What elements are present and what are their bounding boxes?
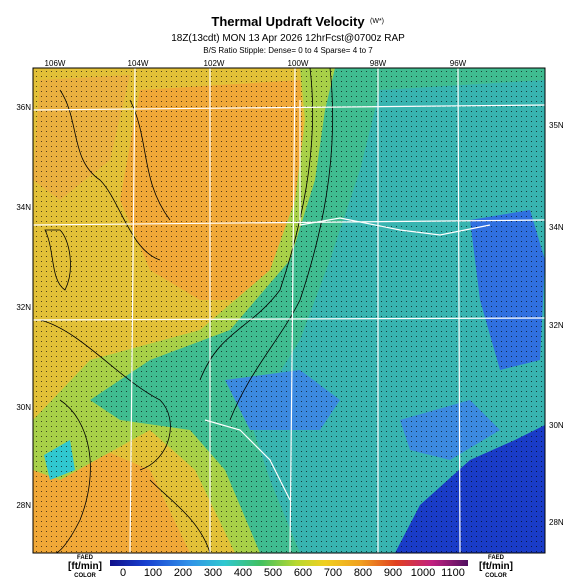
colorbar [110,560,468,566]
latitude-label: 32N [16,303,31,312]
colorbar-unit-label: FAED [488,555,505,561]
longitude-label: 98W [370,59,387,68]
colorbar-tick-label: 200 [174,567,192,579]
latitude-label: 36N [16,103,31,112]
map-labels: 106W 104W 102W 100W 98W 96W 36N 34N 32N 30N 28N 35N… [16,59,564,527]
colorbar-unit-label: COLOR [74,573,96,579]
colorbar-tick-label: 700 [324,567,342,579]
colorbar-tick-label: 500 [264,567,282,579]
longitude-label: 96W [450,59,467,68]
map-frame [32,67,546,554]
colorbar-tick-label: 1000 [411,567,435,579]
colorbar-tick-label: 100 [144,567,162,579]
colorbar-tick-label: 600 [294,567,312,579]
colorbar-labels: 0 100 200 300 400 500 600 700 800 900 1000 1100 FAED… [68,555,513,579]
subtitle: 18Z(13cdt) MON 13 Apr 2026 12hrFcst@0700… [171,33,405,44]
latitude-label: 34N [549,223,564,232]
latitude-label: 28N [549,518,564,527]
longitude-label: 100W [288,59,309,68]
colorbar-unit-label: COLOR [485,573,507,579]
colorbar-unit-label: [ft/min] [68,561,102,572]
colorbar-tick-label: 300 [204,567,222,579]
latitude-label: 30N [16,403,31,412]
map-area [33,68,545,553]
colorbar-tick-label: 900 [384,567,402,579]
latitude-label: 35N [549,121,564,130]
title: Thermal Updraft Velocity [211,14,365,29]
latitude-label: 32N [549,321,564,330]
latitude-label: 34N [16,203,31,212]
colorbar-tick-label: 0 [120,567,126,579]
colorbar-tick-label: 1100 [441,567,465,579]
colorbar-unit-label: [ft/min] [479,561,513,572]
longitude-label: 106W [45,59,66,68]
latitude-label: 30N [549,421,564,430]
stipple-note: B/S Ratio Stipple: Dense= 0 to 4 Sparse=… [203,46,373,55]
latitude-label: 28N [16,501,31,510]
longitude-label: 102W [204,59,225,68]
longitude-label: 104W [128,59,149,68]
title-note: (W*) [370,18,384,25]
colorbar-unit-label: FAED [77,555,94,561]
colorbar-tick-label: 800 [354,567,372,579]
colorbar-tick-label: 400 [234,567,252,579]
